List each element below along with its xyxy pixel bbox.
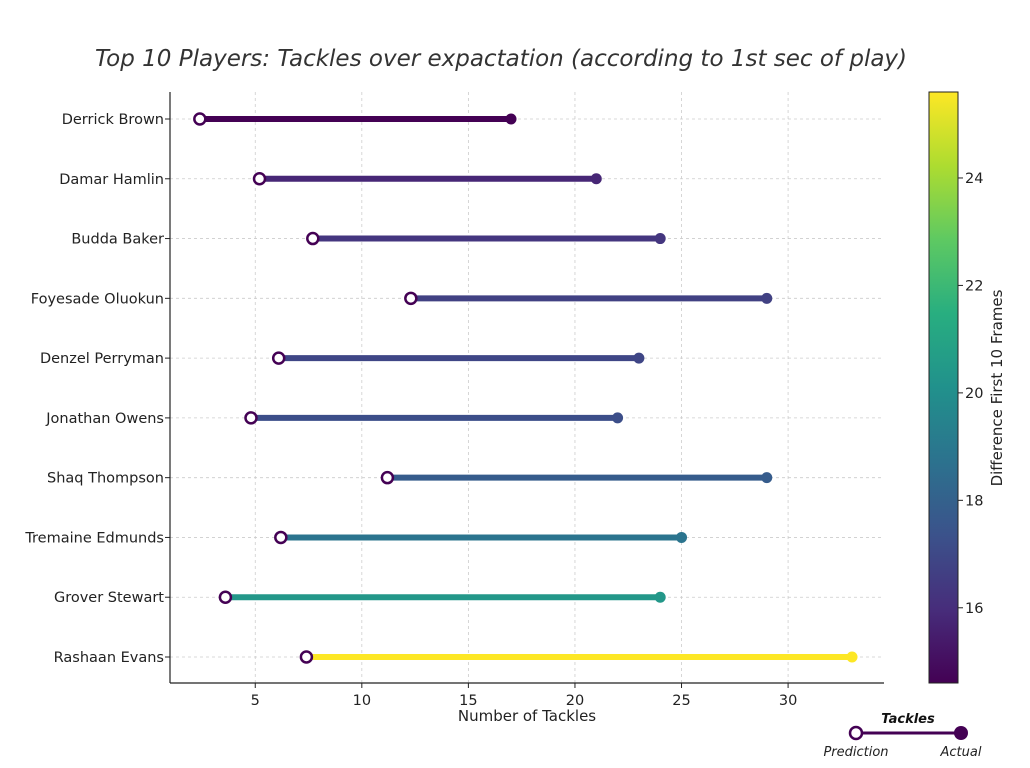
actual-point [654, 591, 666, 603]
actual-point [761, 292, 773, 304]
prediction-point [271, 351, 286, 365]
colorbar-label: Difference First 10 Frames [988, 289, 1006, 486]
colorbar-tick-label: 16 [965, 601, 983, 617]
y-tick-label: Jonathan Owens [45, 411, 164, 427]
prediction-point [380, 470, 395, 485]
prediction-point [306, 231, 320, 246]
prediction-point [299, 650, 314, 664]
actual-point [654, 233, 666, 245]
y-tick-label: Derrick Brown [62, 112, 164, 128]
colorbar-tick-label: 18 [965, 493, 983, 509]
y-tick-label: Grover Stewart [54, 590, 164, 606]
x-tick-label: 20 [566, 693, 584, 709]
legend-prediction-marker [848, 725, 864, 741]
legend-prediction-label: Prediction [823, 745, 888, 760]
y-tick-label: Foyesade Oluokun [31, 291, 164, 307]
actual-point [633, 352, 645, 364]
x-tick-label: 10 [353, 693, 371, 709]
x-tick-label: 30 [779, 693, 797, 709]
colorbar-gradient [928, 91, 959, 684]
plot-axes: 5 10 15 20 25 30 Derrick Brown Damar Hamlin Budd… [24, 92, 884, 709]
x-tick-label: 5 [251, 693, 260, 709]
colorbar: 16 18 20 22 24 [928, 91, 983, 684]
y-tick-label: Rashaan Evans [54, 650, 164, 666]
chart-title: Top 10 Players: Tackles over expactation… [95, 46, 907, 72]
y-tick-label: Shaq Thompson [47, 471, 164, 487]
prediction-point [274, 530, 288, 545]
prediction-point [404, 291, 418, 306]
actual-point [505, 113, 517, 125]
actual-point [590, 173, 602, 185]
colorbar-tick-label: 24 [965, 171, 983, 187]
y-tick-label: Damar Hamlin [59, 172, 164, 188]
y-tick-label: Denzel Perryman [40, 351, 164, 367]
actual-point [846, 651, 858, 663]
actual-point [761, 472, 773, 484]
x-tick-label: 25 [672, 693, 690, 709]
actual-point [612, 412, 624, 424]
dumbbell-series [193, 112, 858, 664]
actual-point [676, 531, 688, 543]
legend-actual-label: Actual [940, 745, 982, 760]
prediction-point [252, 172, 267, 186]
prediction-point [218, 590, 233, 604]
colorbar-tick-label: 20 [965, 386, 983, 402]
x-tick-label: 15 [459, 693, 477, 709]
prediction-point [193, 112, 207, 126]
y-tick-label: Budda Baker [71, 232, 164, 248]
x-axis-label: Number of Tackles [458, 707, 596, 725]
prediction-point [244, 411, 258, 425]
colorbar-tick-label: 22 [965, 278, 983, 294]
legend-title: Tackles [881, 712, 935, 727]
y-tick-label: Tremaine Edmunds [24, 530, 164, 546]
legend-actual-marker [954, 726, 968, 740]
legend: Tackles Prediction Actual [823, 712, 981, 760]
